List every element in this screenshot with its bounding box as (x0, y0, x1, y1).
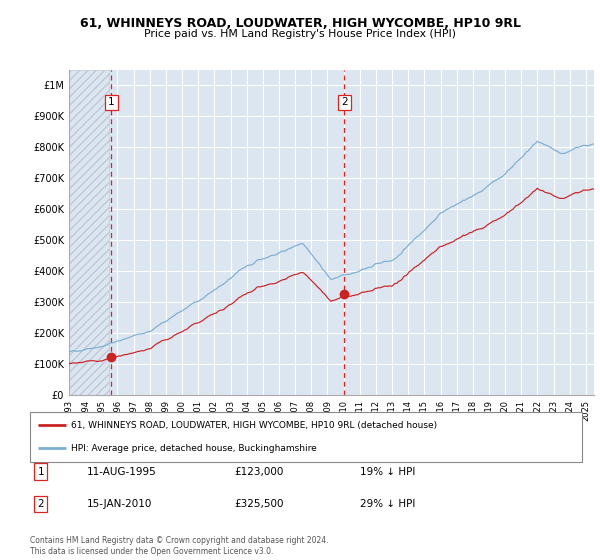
Text: 1: 1 (108, 97, 115, 108)
Text: 61, WHINNEYS ROAD, LOUDWATER, HIGH WYCOMBE, HP10 9RL: 61, WHINNEYS ROAD, LOUDWATER, HIGH WYCOM… (79, 17, 521, 30)
Text: 15-JAN-2010: 15-JAN-2010 (87, 499, 152, 509)
Text: Price paid vs. HM Land Registry's House Price Index (HPI): Price paid vs. HM Land Registry's House … (144, 29, 456, 39)
Text: 61, WHINNEYS ROAD, LOUDWATER, HIGH WYCOMBE, HP10 9RL (detached house): 61, WHINNEYS ROAD, LOUDWATER, HIGH WYCOM… (71, 421, 437, 430)
Text: 19% ↓ HPI: 19% ↓ HPI (360, 466, 415, 477)
Text: Contains HM Land Registry data © Crown copyright and database right 2024.
This d: Contains HM Land Registry data © Crown c… (30, 536, 329, 556)
Text: £123,000: £123,000 (234, 466, 283, 477)
Text: £325,500: £325,500 (234, 499, 284, 509)
Text: 2: 2 (341, 97, 347, 108)
Text: 29% ↓ HPI: 29% ↓ HPI (360, 499, 415, 509)
Text: 2: 2 (37, 499, 44, 509)
Text: HPI: Average price, detached house, Buckinghamshire: HPI: Average price, detached house, Buck… (71, 444, 317, 453)
Text: 11-AUG-1995: 11-AUG-1995 (87, 466, 157, 477)
Text: 1: 1 (37, 466, 44, 477)
